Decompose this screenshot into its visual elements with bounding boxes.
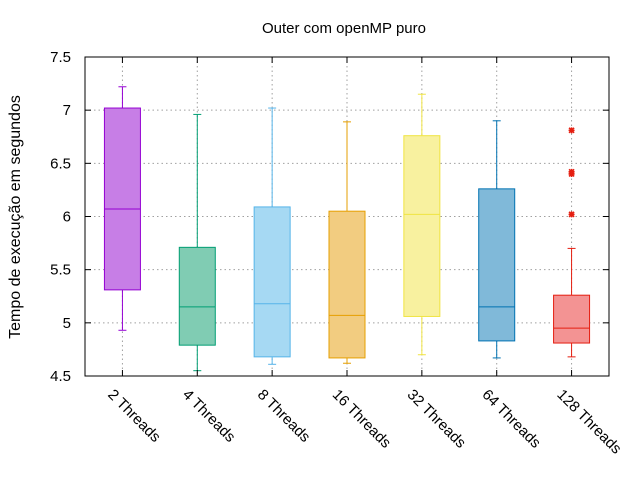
box-body bbox=[253, 206, 291, 358]
chart-title: Outer com openMP puro bbox=[262, 20, 426, 37]
box-body bbox=[478, 188, 516, 342]
y-tick-label: 6.5 bbox=[50, 155, 71, 172]
outlier-point bbox=[568, 127, 575, 134]
x-tick-label: 2 Threads bbox=[104, 386, 164, 446]
x-tick-label: 128 Threads bbox=[553, 386, 624, 457]
box-32-threads bbox=[403, 93, 441, 356]
box-body bbox=[328, 210, 366, 359]
box-128-threads bbox=[553, 127, 591, 358]
x-tick-label: 4 Threads bbox=[179, 386, 239, 446]
x-tick-label: 8 Threads bbox=[254, 386, 314, 446]
box-body bbox=[103, 107, 141, 291]
box-2-threads bbox=[103, 86, 141, 331]
outlier-point bbox=[568, 168, 575, 175]
box-body bbox=[553, 294, 591, 344]
y-tick-label: 4.5 bbox=[50, 368, 71, 385]
box-64-threads bbox=[478, 120, 516, 359]
box-body bbox=[178, 246, 216, 346]
box-4-threads bbox=[178, 113, 216, 372]
boxes bbox=[103, 86, 591, 372]
x-tick-label: 64 Threads bbox=[479, 386, 544, 451]
y-tick-label: 6 bbox=[63, 209, 71, 226]
y-tick-label: 7.5 bbox=[50, 49, 71, 66]
y-tick-label: 5.5 bbox=[50, 262, 71, 279]
x-tick-label: 32 Threads bbox=[404, 386, 469, 451]
outlier-point bbox=[568, 211, 575, 218]
y-tick-label: 5 bbox=[63, 315, 71, 332]
x-tick-label: 16 Threads bbox=[329, 386, 394, 451]
box-8-threads bbox=[253, 107, 291, 365]
y-tick-label: 7 bbox=[63, 102, 71, 119]
y-axis-label: Tempo de execução em segundos bbox=[7, 95, 24, 339]
box-body bbox=[403, 135, 441, 317]
box-16-threads bbox=[328, 121, 366, 364]
